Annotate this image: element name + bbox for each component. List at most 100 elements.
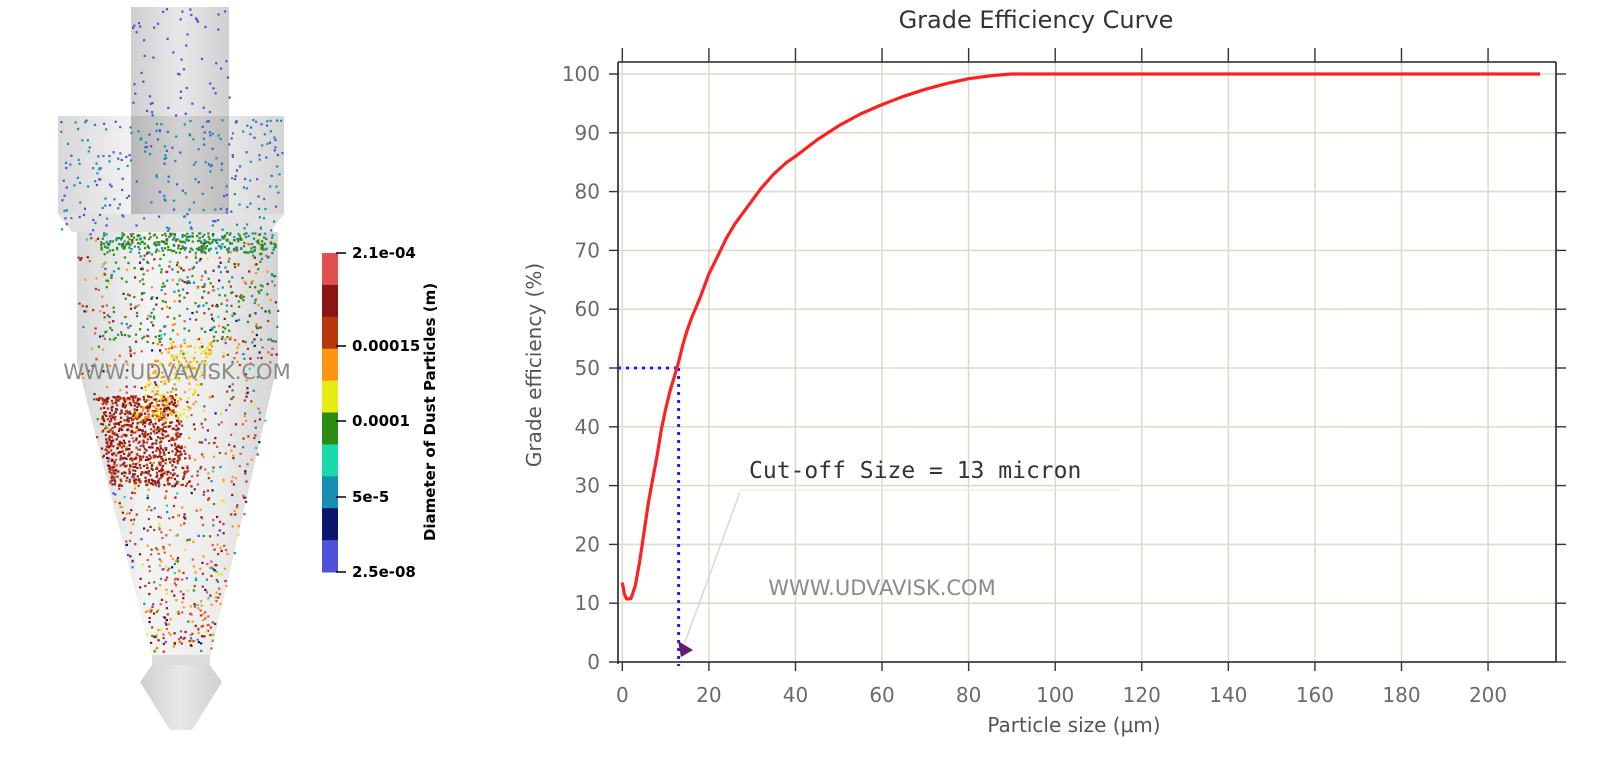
particle [275,185,278,188]
plot-background [618,62,1556,662]
particle [147,472,150,475]
particle [161,393,165,396]
particle [188,457,191,460]
particle [207,291,210,294]
particle [228,96,231,99]
particle [218,529,221,532]
particle [205,245,209,248]
particle [253,136,256,139]
particle [155,401,159,405]
particle [98,168,101,171]
particle [103,398,106,402]
particle [163,453,166,456]
particle [152,56,155,59]
particle [237,525,240,528]
particle [152,315,155,318]
particle [148,251,151,254]
particle [101,237,104,240]
particle [142,258,145,261]
particle [159,329,162,332]
particle [177,444,180,447]
particle [122,402,125,406]
particle [235,223,239,226]
particle [249,250,252,253]
particle [155,406,158,409]
particle [128,243,131,246]
particle [117,422,120,425]
particle [70,217,73,220]
particle [160,628,163,631]
colorbar-segment [322,476,338,509]
body-shoulder [58,214,284,232]
particle [165,8,169,11]
particle [118,487,121,490]
particle [164,242,167,245]
grade-efficiency-chart: Grade Efficiency Curve 0 20 40 60 80 100 120 14… [500,0,1612,760]
particle [82,213,86,217]
particle [201,523,205,527]
particle [246,463,249,466]
particle [210,351,213,354]
particle [137,130,140,133]
particle [173,322,176,326]
particle [274,274,277,278]
particle [254,299,257,302]
particle [239,452,242,455]
particle [209,374,212,377]
particle [81,304,84,308]
particle [136,466,139,470]
particle [181,235,184,239]
particle [176,270,180,274]
particle [159,452,162,455]
particle [105,128,108,131]
particle [150,548,153,551]
particle [155,129,158,133]
particle [109,183,112,186]
particle [189,119,192,123]
particle [203,285,206,288]
particle [106,246,110,249]
particle [160,473,163,477]
particle [212,567,215,571]
particle [250,458,253,461]
particle [182,597,185,600]
particle [146,269,149,272]
particle [187,239,190,242]
particle [155,398,158,401]
particle [112,445,115,448]
particle [214,92,217,95]
particle [158,415,161,418]
particle [197,305,200,308]
particle [196,470,199,473]
particle [105,438,108,441]
particle [201,517,204,520]
particle [245,290,248,293]
particle [259,284,262,287]
particle [121,177,124,180]
particle [101,402,104,406]
particle [258,411,262,414]
particle [228,280,231,283]
chart-svg: Grade Efficiency Curve 0 20 40 60 80 100 120 14… [522,6,1566,737]
particle [188,250,192,253]
particle [189,612,192,615]
particle [274,245,277,248]
particle [140,267,143,271]
particle [263,232,267,235]
particle [200,57,204,60]
colorbar-segment [322,316,338,350]
particle [160,240,163,243]
particle [144,610,147,614]
particle [258,154,261,157]
particle [214,330,217,334]
particle [264,248,267,251]
particle [175,183,179,186]
particle [168,439,171,443]
particle [121,234,124,238]
particle [192,138,195,141]
particle [167,631,171,635]
particle [110,449,113,452]
particle [153,456,156,459]
particle [153,317,156,320]
particle [123,475,126,478]
